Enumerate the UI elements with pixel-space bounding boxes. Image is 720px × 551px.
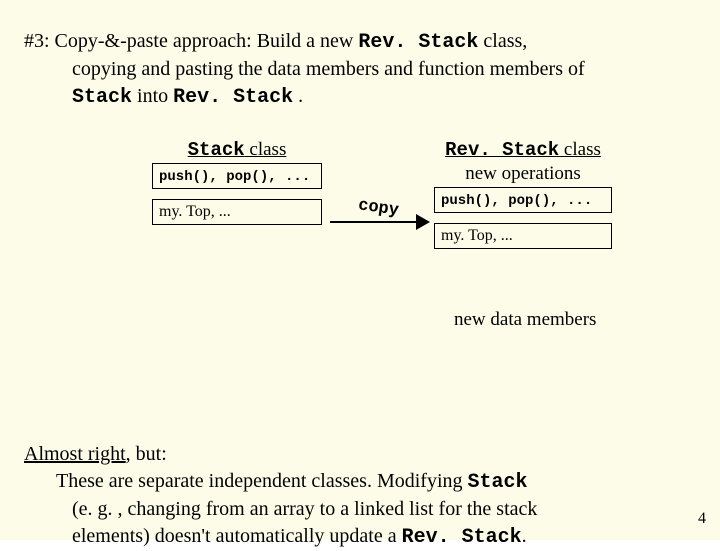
revstack-column: Rev. Stack class new operations push(), …: [434, 139, 612, 259]
arrow-head-icon: [416, 214, 430, 230]
stack-title-mono: Stack: [188, 139, 245, 161]
intro-text: #3: Copy-&-paste approach: Build a new R…: [24, 28, 696, 111]
arrow-label: copy: [357, 196, 400, 220]
almost-end: .: [522, 525, 527, 547]
stack-column: Stack class push(), pop(), ... my. Top, …: [152, 139, 322, 235]
almost-mono-1: Stack: [468, 471, 528, 494]
page-number: 4: [698, 510, 706, 528]
revstack-methods: push(), pop(), ...: [441, 193, 592, 209]
revstack-title-rest: class: [559, 139, 601, 160]
intro-line-2: copying and pasting the data members and…: [72, 56, 696, 83]
intro-prefix: #3: Copy-&-paste approach: Build a new: [24, 30, 358, 52]
stack-data: my. Top, ...: [159, 203, 231, 220]
intro-line-1: #3: Copy-&-paste approach: Build a new R…: [24, 28, 696, 56]
intro-line2a: copying and pasting the data members and…: [72, 58, 585, 80]
stack-title-rest: class: [245, 139, 287, 160]
stack-methods-box: push(), pop(), ...: [152, 163, 322, 189]
almost-text-1: These are separate independent classes. …: [56, 470, 468, 492]
almost-line-2: (e. g. , changing from an array to a lin…: [72, 496, 696, 523]
almost-mono-2: Rev. Stack: [402, 526, 522, 549]
intro-after1: class,: [478, 30, 527, 52]
revstack-data: my. Top, ...: [441, 227, 513, 244]
stack-data-box: my. Top, ...: [152, 199, 322, 225]
revstack-data-box: my. Top, ...: [434, 223, 612, 249]
almost-text-3: elements) doesn't automatically update a: [72, 525, 402, 547]
class-revstack: Rev. Stack: [358, 31, 478, 54]
slide: #3: Copy-&-paste approach: Build a new R…: [0, 0, 720, 540]
almost-line-1: These are separate independent classes. …: [56, 468, 696, 496]
stack-methods: push(), pop(), ...: [159, 169, 310, 185]
copy-arrow: copy: [330, 211, 430, 235]
almost-underlined: Almost right: [24, 443, 126, 465]
almost-right-block: Almost right, but: These are separate in…: [24, 441, 696, 551]
stack-class-title: Stack class: [152, 139, 322, 161]
class-revstack-2: Rev. Stack: [173, 86, 293, 109]
new-operations-label: new operations: [434, 163, 612, 185]
almost-line-3: elements) doesn't automatically update a…: [72, 523, 696, 551]
almost-rest: , but:: [126, 443, 167, 465]
new-data-members-label: new data members: [454, 309, 596, 331]
revstack-title-mono: Rev. Stack: [445, 139, 559, 161]
diagram: Stack class push(), pop(), ... my. Top, …: [24, 139, 696, 349]
intro-line-3: Stack into Rev. Stack .: [72, 83, 696, 111]
revstack-class-title: Rev. Stack class: [434, 139, 612, 161]
revstack-methods-box: push(), pop(), ...: [434, 187, 612, 213]
intro-end: .: [293, 85, 303, 107]
class-stack: Stack: [72, 86, 132, 109]
arrow-line: [330, 221, 418, 223]
intro-mid: into: [132, 85, 173, 107]
almost-lead: Almost right, but:: [24, 441, 696, 468]
